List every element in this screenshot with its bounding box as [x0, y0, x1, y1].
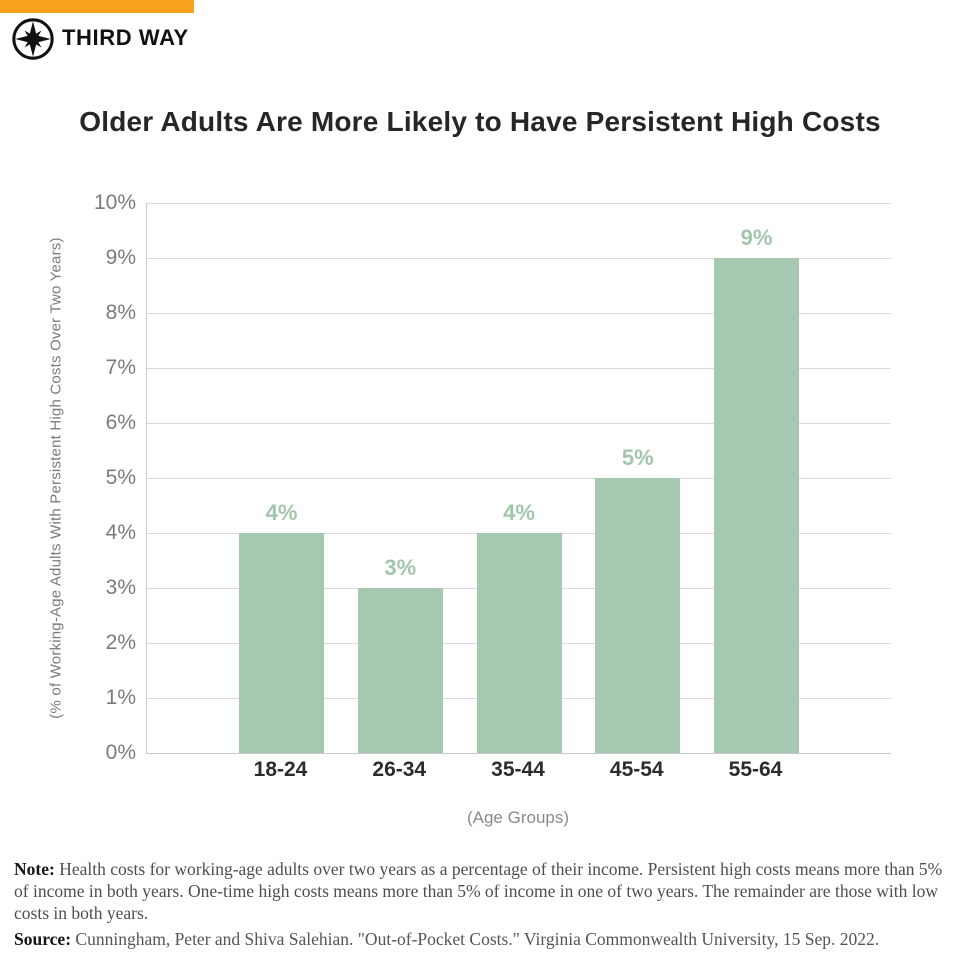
y-tick-label: 1% — [105, 686, 136, 709]
bar-value-label: 4% — [503, 500, 535, 525]
y-tick-label: 4% — [105, 521, 136, 544]
gridline — [147, 203, 891, 204]
gridline — [147, 423, 891, 424]
gridline — [147, 368, 891, 369]
bar-45-54 — [595, 478, 681, 753]
x-tick-label-55-64: 55-64 — [728, 758, 783, 781]
y-tick-label: 0% — [105, 741, 136, 764]
note-label: Note: — [14, 859, 55, 879]
source-text: Cunningham, Peter and Shiva Salehian. "O… — [75, 929, 880, 949]
x-tick-label-18-24: 18-24 — [253, 758, 308, 781]
y-tick-label: 9% — [105, 246, 136, 269]
bar-value-label: 3% — [384, 555, 417, 580]
gridline — [147, 313, 891, 314]
bar-value-label: 4% — [265, 500, 298, 525]
bar-value-label: 5% — [621, 445, 654, 470]
source-label: Source: — [14, 929, 72, 949]
y-tick-label: 8% — [105, 301, 136, 324]
bar-18-24 — [239, 533, 324, 753]
source: Source: Cunningham, Peter and Shiva Sale… — [14, 929, 950, 950]
x-tick-label-45-54: 45-54 — [609, 758, 664, 781]
y-tick-label: 2% — [105, 631, 136, 654]
bar-26-34 — [357, 588, 443, 753]
brand-name: THIRD WAY — [62, 25, 189, 50]
brand-accent-bar — [0, 0, 194, 13]
y-tick-label: 10% — [93, 191, 136, 214]
gridline — [147, 478, 891, 479]
chart-title: Older Adults Are More Likely to Have Per… — [79, 105, 881, 137]
x-axis-tick-labels: 18-24 26-34 35-44 45-54 55-64 — [146, 758, 890, 788]
y-tick-label: 3% — [105, 576, 136, 599]
gridline — [147, 258, 891, 259]
compass-icon — [10, 16, 56, 62]
plot-area: 4% 3% 4% 5% 9% — [146, 203, 891, 754]
y-axis-tick-labels: 0% 1% 2% 3% 4% 5% 6% 7% 8% 9% 10% — [0, 191, 136, 764]
bar-55-64 — [714, 258, 799, 753]
y-tick-label: 5% — [105, 466, 136, 489]
y-tick-label: 7% — [105, 356, 136, 379]
x-tick-label-35-44: 35-44 — [491, 758, 545, 781]
bar-value-label: 9% — [740, 225, 773, 250]
y-tick-label: 6% — [105, 411, 136, 434]
x-tick-label-26-34: 26-34 — [372, 758, 427, 781]
note: Note: Health costs for working-age adult… — [14, 858, 950, 924]
note-text: Health costs for working-age adults over… — [14, 859, 943, 923]
x-axis-title: (Age Groups) — [466, 808, 570, 827]
bar-35-44 — [476, 533, 562, 753]
